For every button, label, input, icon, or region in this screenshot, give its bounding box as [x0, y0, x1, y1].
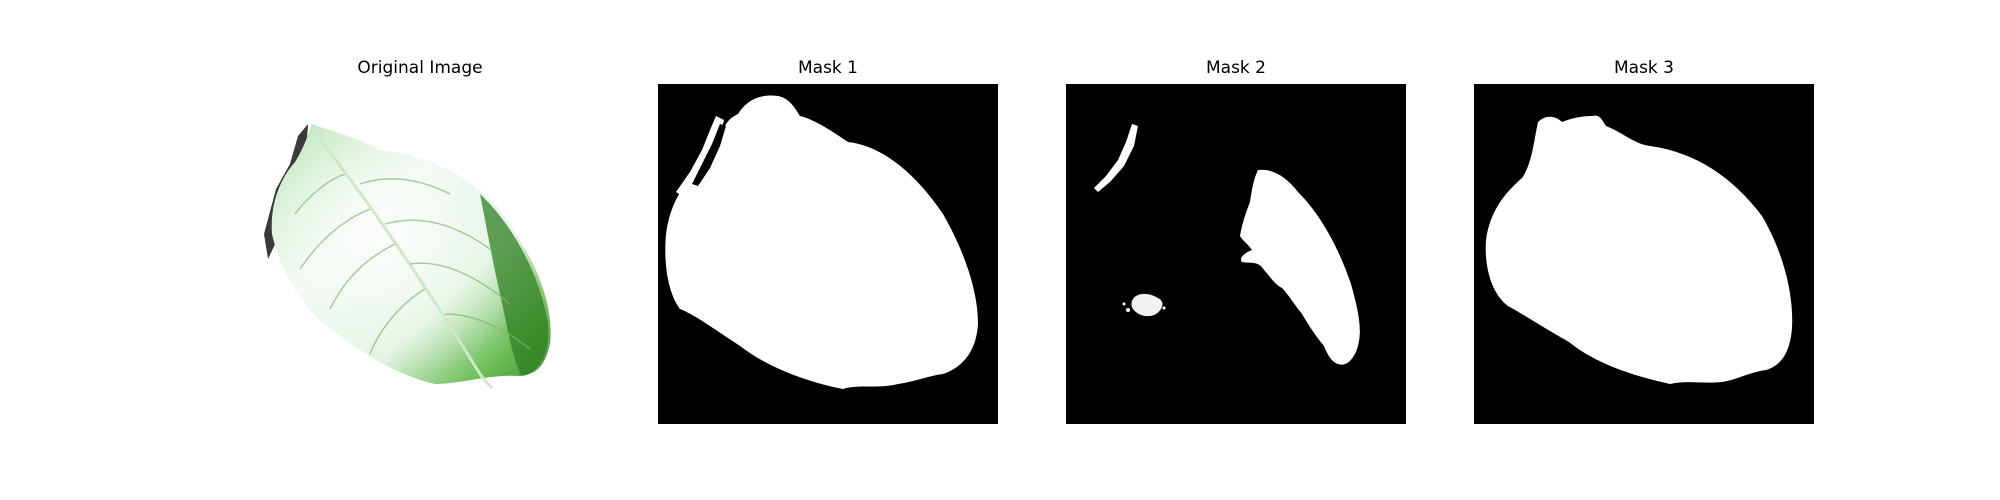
- panel-title: Mask 2: [1205, 58, 1266, 78]
- leaf-photo: [250, 84, 590, 424]
- panel-title: Original Image: [357, 58, 483, 78]
- mask-gap: [692, 124, 726, 186]
- mask-region: [1485, 115, 1793, 384]
- mask-3-image: [1474, 84, 1814, 424]
- panel-mask-3: Mask 3: [1474, 0, 1814, 500]
- mask-gap: [1516, 140, 1530, 168]
- mask-speck: [1131, 293, 1163, 317]
- leaf-midrib: [318, 138, 482, 375]
- leaf-dark-edge: [480, 194, 549, 376]
- mask-2-image: [1066, 84, 1406, 424]
- mask-background: [1066, 84, 1406, 424]
- leaf-veins: [294, 173, 531, 355]
- leaf-petiole: [478, 373, 494, 390]
- mask-1-image: [658, 84, 998, 424]
- panel-original-image: Original Image: [250, 0, 590, 500]
- mask-region: [1094, 124, 1138, 192]
- mask-region: [676, 116, 724, 196]
- panel-title: Mask 1: [797, 58, 858, 78]
- panel-title: Mask 3: [1613, 58, 1674, 78]
- panel-mask-2: Mask 2: [1066, 0, 1406, 500]
- mask-region: [665, 95, 978, 390]
- panel-mask-1: Mask 1: [658, 0, 998, 500]
- mask-region: [1240, 169, 1360, 365]
